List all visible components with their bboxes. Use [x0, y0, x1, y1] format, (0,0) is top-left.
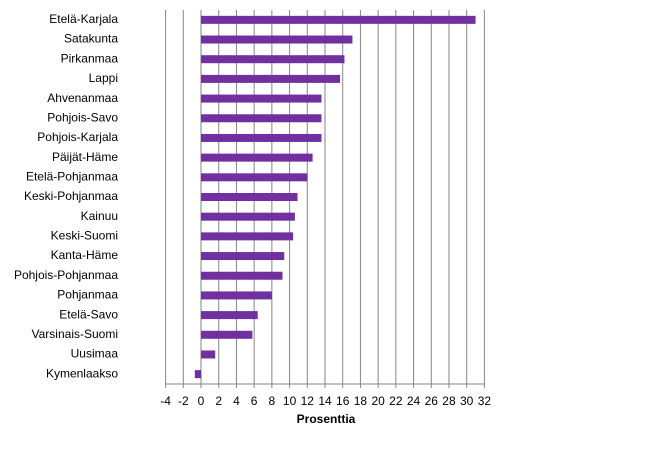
x-tick-label: 24 — [407, 394, 421, 408]
bar — [194, 370, 202, 379]
bar — [201, 311, 258, 320]
bar — [201, 74, 341, 83]
x-tick-label: 12 — [301, 394, 315, 408]
y-tick-label: Lappi — [89, 71, 118, 85]
x-tick-label: 6 — [251, 394, 258, 408]
y-tick-label: Kymenlaakso — [46, 366, 118, 380]
bar — [201, 271, 283, 280]
bar — [201, 15, 476, 24]
bar — [201, 232, 294, 241]
y-tick-label: Satakunta — [64, 32, 118, 46]
y-tick-label: Pohjois-Savo — [47, 110, 118, 124]
y-tick-label: Keski-Pohjanmaa — [24, 189, 118, 203]
bar — [201, 94, 322, 103]
bar — [201, 350, 216, 359]
bar — [201, 133, 322, 142]
x-tick-label: 16 — [336, 394, 350, 408]
bar — [201, 212, 295, 221]
x-tick-label: 8 — [269, 394, 276, 408]
y-tick-label: Päijät-Häme — [52, 150, 118, 164]
x-tick-label: -2 — [178, 394, 189, 408]
bar — [201, 193, 298, 201]
bar — [201, 35, 353, 44]
y-tick-label: Keski-Suomi — [51, 229, 118, 243]
y-tick-label: Kanta-Häme — [51, 248, 119, 262]
x-tick-label: 10 — [283, 394, 297, 408]
x-tick-label: 0 — [198, 394, 205, 408]
x-tick-label: 14 — [318, 394, 332, 408]
x-tick-label: 28 — [442, 394, 456, 408]
bar — [201, 252, 285, 261]
x-tick-label: 26 — [425, 394, 439, 408]
y-tick-label: Etelä-Karjala — [49, 12, 118, 26]
x-tick-label: 18 — [354, 394, 368, 408]
y-tick-label: Varsinais-Suomi — [32, 327, 118, 341]
bar — [201, 291, 272, 300]
x-tick-label: 20 — [371, 394, 385, 408]
bar — [201, 114, 322, 123]
y-tick-label: Pohjanmaa — [57, 288, 118, 302]
y-tick-label: Uusimaa — [71, 347, 119, 361]
bar — [201, 330, 253, 339]
bar — [201, 55, 345, 64]
x-tick-label: 30 — [460, 394, 474, 408]
x-tick-label: 32 — [478, 394, 492, 408]
x-axis-label: Prosenttia — [297, 412, 356, 426]
y-tick-label: Kainuu — [81, 209, 118, 223]
y-tick-label: Pirkanmaa — [61, 51, 119, 65]
x-tick-label: 4 — [233, 394, 240, 408]
bar — [201, 153, 313, 162]
x-tick-label: 22 — [389, 394, 403, 408]
y-tick-label: Etelä-Pohjanmaa — [26, 169, 118, 183]
y-tick-label: Ahvenanmaa — [47, 91, 118, 105]
y-tick-label: Etelä-Savo — [59, 307, 118, 321]
y-tick-label: Pohjois-Karjala — [37, 130, 118, 144]
x-tick-label: 2 — [215, 394, 222, 408]
x-tick-label: -4 — [160, 394, 171, 408]
y-tick-label: Pohjois-Pohjanmaa — [14, 268, 118, 282]
bar — [201, 173, 308, 182]
